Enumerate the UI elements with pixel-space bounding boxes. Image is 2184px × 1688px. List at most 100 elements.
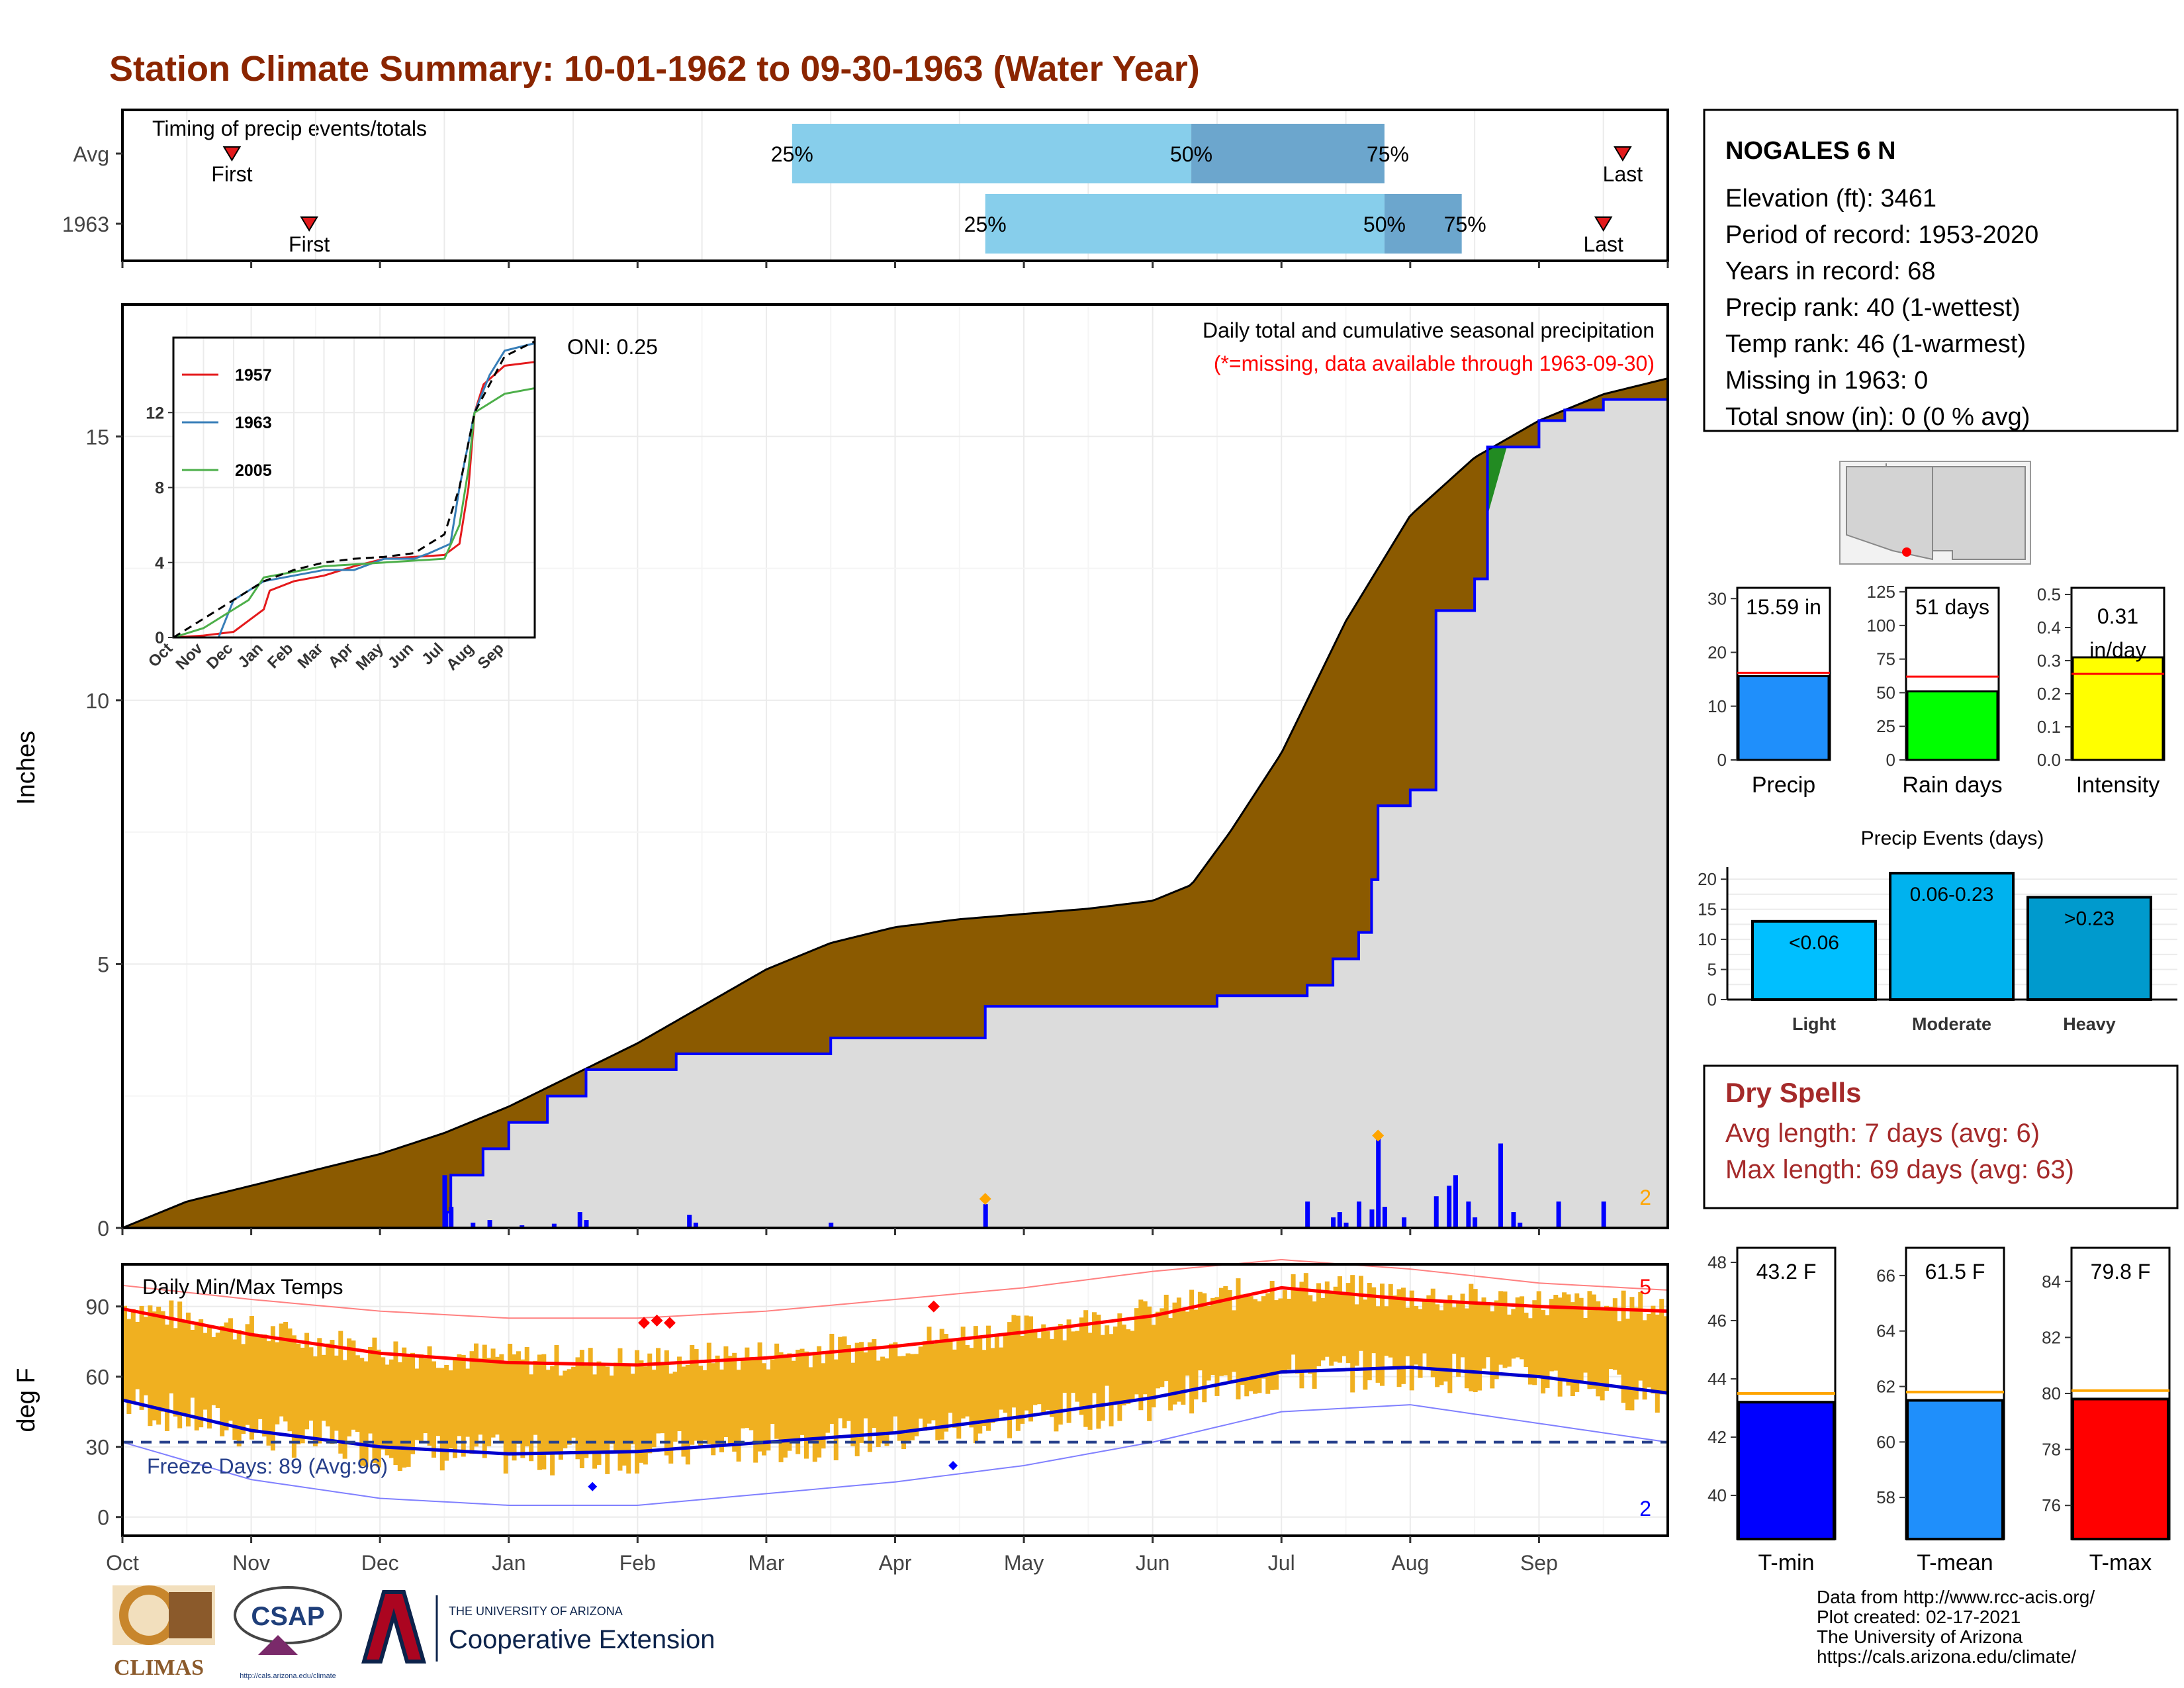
daily-temp-bar [1502, 1291, 1508, 1368]
daily-temp-bar [1028, 1316, 1034, 1422]
freeze-days-label: Freeze Days: 89 (Avg:96) [147, 1454, 388, 1478]
daily-precip-bar [1343, 1223, 1349, 1228]
climas-text: CLIMAS [114, 1656, 204, 1680]
mini-bar-y-tick-label: 0.1 [2037, 717, 2061, 737]
daily-temp-bar [939, 1329, 944, 1440]
daily-temp-bar [778, 1352, 784, 1462]
mini-bar-chart: 15.59 in 0 10 20 30 Precip [1707, 586, 1831, 798]
daily-temp-bar [279, 1323, 284, 1417]
daily-temp-bar [469, 1351, 475, 1454]
daily-temp-bar [164, 1325, 169, 1431]
timing-p50-label: 50% [1170, 142, 1212, 166]
temp-summary-label: T-mean [1917, 1550, 1993, 1575]
daily-temp-bar [1163, 1294, 1169, 1382]
dry-spells-max: Max length: 69 days (avg: 63) [1725, 1155, 2074, 1184]
daily-temp-bar [275, 1342, 280, 1425]
daily-temp-bar [1557, 1297, 1563, 1397]
daily-temp-bar [1612, 1298, 1617, 1370]
daily-temp-bar [554, 1345, 559, 1455]
daily-temp-bar [435, 1368, 441, 1436]
daily-temp-bar [880, 1356, 886, 1444]
daily-temp-bar [1155, 1311, 1160, 1389]
precip-y-tick-label: 0 [97, 1217, 109, 1241]
dry-spells-title: Dry Spells [1725, 1077, 1861, 1108]
daily-temp-bar [473, 1343, 478, 1447]
precip-ylabel: Inches [13, 731, 40, 805]
station-info-line: Precip rank: 40 (1-wettest) [1725, 294, 2021, 322]
events-bar-label: 0.06-0.23 [1910, 884, 1994, 906]
daily-temp-bar [494, 1356, 500, 1435]
daily-temp-bar [884, 1358, 889, 1446]
inset-y-tick-label: 8 [155, 479, 164, 498]
daily-temp-bar [194, 1321, 199, 1430]
daily-temp-bar [702, 1370, 707, 1440]
daily-temp-bar [1142, 1301, 1148, 1395]
daily-temp-bar [1113, 1326, 1118, 1403]
record-low-marker [588, 1481, 598, 1491]
mini-bar-y-tick-label: 10 [1707, 696, 1727, 716]
station-name: NOGALES 6 N [1725, 137, 1896, 165]
timing-last-label: Last [1603, 162, 1643, 186]
daily-temp-bar [321, 1354, 326, 1421]
daily-temp-bar [723, 1346, 729, 1438]
temp-summary-value-bar [1906, 1399, 2004, 1540]
daily-temp-bar [1663, 1316, 1668, 1393]
timing-bar-25-50 [985, 194, 1385, 254]
daily-temp-bar [1375, 1306, 1381, 1383]
mini-bar-y-tick-label: 100 [1867, 616, 1895, 635]
daily-temp-bar [499, 1354, 504, 1442]
daily-temp-bar [262, 1334, 267, 1437]
daily-temp-bar [927, 1327, 932, 1424]
daily-temp-bar [969, 1348, 974, 1428]
daily-temp-bar [465, 1368, 471, 1437]
precip-y-tick-label: 15 [85, 425, 109, 449]
mini-bar-value [2071, 656, 2164, 761]
year-cumulative-area [122, 399, 1668, 1228]
daily-precip-bar [1511, 1212, 1516, 1228]
temp-summary-y-tick-label: 64 [1876, 1321, 1895, 1341]
daily-temp-bar [169, 1300, 174, 1393]
daily-temp-bar [660, 1364, 665, 1434]
daily-precip-bar [577, 1212, 582, 1228]
daily-temp-bar [630, 1374, 635, 1444]
daily-temp-bar [1045, 1331, 1050, 1410]
daily-temp-bar [1596, 1301, 1601, 1397]
footer-line: Data from http://www.rcc-acis.org/ [1817, 1587, 2095, 1607]
daily-temp-bar [952, 1349, 957, 1428]
daily-temp-bar [736, 1370, 741, 1462]
daily-temp-bar [1541, 1310, 1546, 1394]
daily-temp-bar [719, 1369, 725, 1452]
daily-temp-bar [249, 1316, 254, 1440]
daily-temp-bar [130, 1309, 136, 1404]
daily-temp-bar [1105, 1325, 1110, 1386]
temp-summary-chart: 43.2 F 40 42 44 46 48 T-min [1707, 1246, 1837, 1575]
daily-temp-bar [220, 1326, 225, 1436]
daily-temp-bar [829, 1333, 835, 1425]
daily-temp-bar [821, 1363, 826, 1449]
timing-last-label: Last [1583, 232, 1623, 256]
daily-temp-bar [432, 1361, 436, 1458]
normal-min-line [122, 1366, 1668, 1456]
daily-temp-bar [1333, 1286, 1338, 1362]
daily-temp-bar [1574, 1293, 1580, 1392]
daily-temp-bar [981, 1350, 987, 1427]
mini-bar-value-unit: in/day [2089, 638, 2146, 662]
daily-temp-bar [1451, 1307, 1457, 1354]
daily-temp-bar [914, 1354, 919, 1436]
above-average-area [1487, 447, 1507, 516]
daily-temp-bar [1435, 1304, 1440, 1387]
mini-bar-y-tick-label: 75 [1876, 649, 1895, 669]
daily-temp-bar [1392, 1295, 1398, 1369]
daily-temp-bar [1054, 1329, 1059, 1432]
daily-temp-bar [1477, 1302, 1482, 1391]
daily-temp-bar [1121, 1324, 1126, 1406]
daily-precip-bar [1369, 1209, 1375, 1228]
daily-temp-bar [1414, 1306, 1419, 1365]
daily-temp-bar [978, 1337, 983, 1434]
daily-temp-bar [245, 1324, 250, 1425]
daily-temp-bar [960, 1327, 966, 1419]
timing-panel: Timing of precip events/totals Avg 25% 50%… [62, 109, 1669, 268]
temp-y-tick-label: 30 [85, 1436, 109, 1460]
daily-temp-bar [1447, 1295, 1453, 1393]
daily-temp-bar [1210, 1297, 1216, 1376]
